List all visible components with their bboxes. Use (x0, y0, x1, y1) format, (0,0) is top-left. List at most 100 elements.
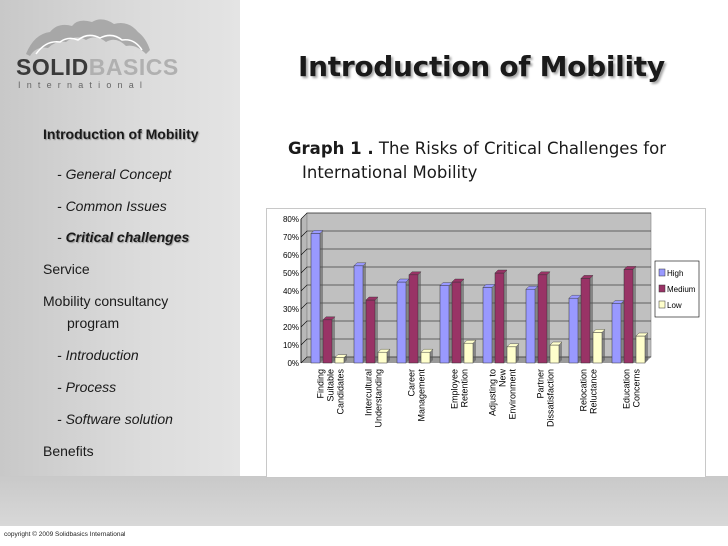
bar (439, 285, 450, 364)
bar-side (449, 282, 452, 363)
bar-chart: 0% 10% 20% 30% 40% 50% 60% 70% 80% Finding Suitabl… (283, 212, 700, 428)
x-category-label-line: Intercultural (364, 369, 374, 416)
nav-process[interactable]: - Process (57, 379, 117, 395)
bar-side (344, 354, 347, 363)
bar (463, 342, 474, 364)
x-category-label-line: Partner (536, 369, 546, 399)
sidebar-panel (0, 0, 240, 546)
bar-side (578, 295, 581, 363)
bar (396, 281, 407, 364)
x-category-label-line: Relocation (579, 369, 589, 412)
nav-critical-challenges[interactable]: - Critical challenges (57, 229, 190, 245)
bar-side (645, 333, 648, 363)
bar-side (363, 262, 366, 363)
bar-side (602, 329, 605, 363)
bar-top (506, 343, 520, 348)
legend-label: High (667, 269, 683, 278)
x-category-label-line: Environment (508, 369, 518, 420)
bar-side (504, 270, 507, 363)
logo-subtitle: International (18, 80, 149, 90)
bar-top (365, 296, 379, 301)
y-tick-label: 80% (283, 215, 299, 224)
bar-top (463, 339, 477, 344)
bar-top (623, 266, 637, 270)
x-category-label-line: Dissatisfaction (546, 369, 556, 427)
x-category-label: Intercultural Understanding (364, 369, 384, 428)
nav-common-issues[interactable]: - Common Issues (57, 198, 167, 214)
footer-band (0, 476, 728, 526)
x-category-label-line: Understanding (374, 369, 384, 428)
bar-top (408, 271, 422, 276)
bar (506, 346, 517, 364)
gridline (300, 248, 651, 256)
nav-benefits[interactable]: Benefits (43, 443, 94, 459)
bar-top (420, 348, 434, 353)
x-category-label-line: Candidates (336, 369, 346, 415)
bar (451, 281, 462, 364)
bar-side (332, 316, 335, 363)
bar-top (322, 316, 336, 321)
nav-general-concept[interactable]: - General Concept (57, 166, 172, 182)
bar (549, 344, 560, 364)
bar-side (492, 284, 495, 363)
graph-caption: Graph 1 . The Risks of Critical Challeng… (288, 137, 688, 185)
logo-wordmark: SOLIDBASICS (16, 54, 179, 80)
page-title: Introduction of Mobility (298, 50, 665, 83)
chart-panel: 0% 10% 20% 30% 40% 50% 60% 70% 80% Finding Suitabl… (266, 208, 706, 478)
nav-mobility-consultancy[interactable]: Mobility consultancy (43, 293, 169, 309)
x-category-label-line: Suitable (326, 369, 336, 402)
bar-side (461, 279, 464, 363)
bar (611, 303, 622, 364)
bar-side (473, 340, 476, 363)
x-category-label-line: Concerns (632, 369, 642, 408)
bar-top (549, 341, 563, 346)
footer-bar (0, 526, 728, 546)
bar (525, 288, 536, 364)
bar-top (592, 329, 606, 333)
legend-label: Low (667, 301, 682, 310)
x-category-label: Employee Retention (450, 369, 470, 409)
graph-caption-line1: The Risks of Critical Challenges for (378, 139, 666, 158)
y-tick-label: 50% (283, 269, 299, 278)
bar-side (418, 271, 421, 363)
gridline (300, 266, 651, 274)
x-category-label-line: Finding (316, 369, 326, 399)
x-category-label: Finding Suitable Candidates (316, 369, 346, 415)
x-category-label: Education Concerns (622, 369, 642, 410)
nav-introduction[interactable]: - Introduction (57, 347, 139, 363)
bar-top (334, 354, 348, 358)
nav-mobility-consultancy-program[interactable]: program (67, 315, 120, 331)
x-category-label: Partner Dissatisfaction (536, 369, 556, 427)
x-category-label-line: Employee (450, 369, 460, 409)
bar (408, 274, 419, 364)
legend-label: Medium (667, 285, 696, 294)
x-category-label-line: New (498, 369, 508, 388)
bar-side (559, 342, 562, 363)
copyright-text: copyright © 2009 Solidbasics Internation… (4, 531, 126, 538)
x-category-label-line: Adjusting to (488, 369, 498, 416)
bar (537, 274, 548, 364)
bar (365, 299, 376, 364)
bar-top (310, 230, 324, 234)
bar-top (635, 332, 649, 337)
legend-swatch (658, 268, 666, 277)
bar-side (406, 279, 409, 363)
x-category-label-line: Retention (460, 369, 470, 408)
bar-side (387, 349, 390, 363)
nav-introduction-of-mobility[interactable]: Introduction of Mobility (43, 126, 199, 142)
gridline (300, 230, 651, 238)
x-category-label: Relocation Reluctance (579, 369, 599, 414)
nav-software-solution[interactable]: - Software solution (57, 411, 173, 427)
bar (322, 319, 333, 364)
bar (310, 233, 321, 364)
x-category-label-line: Career (407, 369, 417, 397)
bar-side (320, 230, 323, 363)
y-tick-label: 40% (283, 287, 299, 296)
y-tick-label: 70% (283, 233, 299, 242)
y-tick-label: 20% (283, 323, 299, 332)
nav-service[interactable]: Service (43, 261, 90, 277)
bar (334, 357, 345, 364)
bar-side (375, 297, 378, 363)
y-tick-label: 30% (283, 305, 299, 314)
x-category-label-line: Education (622, 369, 632, 409)
